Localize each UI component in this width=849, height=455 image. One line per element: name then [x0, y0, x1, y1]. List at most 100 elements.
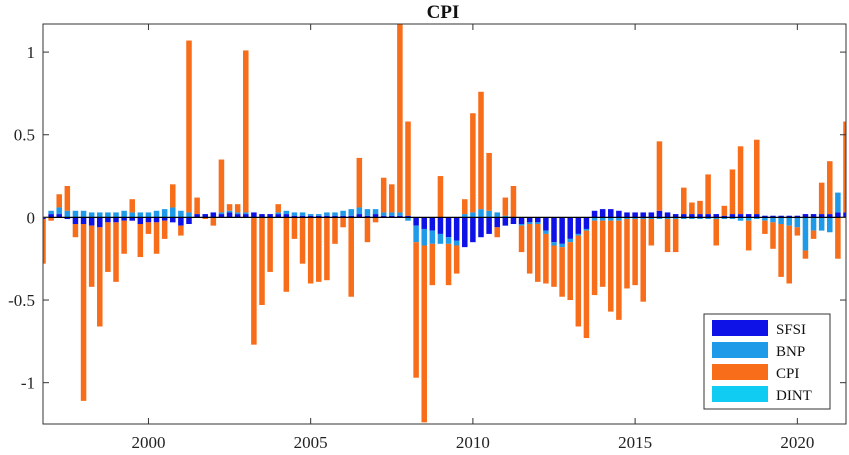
bar-bnp [786, 217, 792, 226]
bar-sfsi [389, 215, 395, 218]
bar-cpi [567, 242, 573, 301]
bar-bnp [356, 207, 363, 215]
bar-bnp [567, 238, 573, 243]
bar-cpi [226, 204, 233, 211]
bar-cpi [535, 224, 541, 282]
bar-bnp [551, 242, 557, 246]
bar-sfsi [80, 217, 87, 224]
bar-cpi [429, 243, 436, 286]
bar-cpi [364, 217, 371, 243]
bar-cpi [672, 219, 679, 253]
bar-cpi [551, 245, 557, 287]
bar-cpi [462, 199, 468, 215]
bar-bnp [291, 212, 298, 216]
bar-bnp [445, 237, 452, 244]
plot-frame [42, 23, 847, 425]
bar-bnp [502, 215, 509, 218]
bar-sfsi [97, 217, 103, 228]
bar-bnp [583, 228, 590, 231]
bar-sfsi [397, 215, 403, 218]
bar-sfsi [153, 217, 160, 223]
bar-cpi [624, 219, 630, 289]
bar-sfsi [843, 212, 846, 218]
bar-cpi [413, 242, 419, 378]
bar-sfsi [616, 210, 622, 218]
bar-sfsi [178, 217, 184, 226]
bar-bnp [486, 210, 492, 218]
bar-cpi [283, 217, 290, 292]
x-axis: 2000 2005 2010 2015 2020 [131, 24, 814, 452]
bar-bnp [656, 217, 663, 220]
bar-bnp [348, 209, 354, 216]
bar-bnp [494, 212, 500, 218]
bar-cpi [835, 217, 841, 259]
bar-sfsi [218, 214, 225, 218]
bar-sfsi [470, 217, 476, 243]
bar-sfsi [770, 215, 776, 218]
bar-bnp [307, 214, 314, 216]
bar-sfsi [802, 214, 809, 218]
bar-bnp [72, 210, 79, 218]
bar-sfsi [762, 215, 768, 218]
bar-sfsi [518, 217, 525, 224]
bar-bnp [608, 217, 614, 221]
bar-bnp [380, 212, 387, 216]
bar-bnp [664, 217, 671, 220]
bar-cpi [575, 235, 582, 327]
bar-cpi [786, 225, 792, 284]
bar-bnp [689, 217, 695, 220]
bar-cpi [770, 222, 776, 249]
bar-sfsi [681, 214, 687, 218]
bar-cpi [137, 224, 144, 258]
bar-bnp [543, 230, 549, 234]
bar-bnp [364, 209, 371, 216]
bar-cpi [648, 219, 655, 246]
bar-bnp [429, 230, 436, 244]
bar-bnp [810, 217, 817, 231]
bar-sfsi [689, 214, 695, 218]
bar-cpi [194, 197, 200, 215]
bar-sfsi [640, 212, 646, 218]
bar-sfsi [494, 217, 500, 228]
bar-cpi [656, 141, 663, 211]
x-tick-label: 2010 [456, 433, 490, 452]
bar-sfsi [251, 212, 257, 218]
bar-bnp [129, 212, 135, 218]
bar-cpi [153, 222, 160, 254]
bar-cpi [794, 227, 801, 236]
bar-cpi [818, 182, 825, 215]
bar-cpi [478, 91, 484, 210]
bar-sfsi [234, 214, 241, 218]
bar-sfsi [754, 214, 760, 218]
legend-swatch-dint [712, 386, 768, 402]
bar-cpi [307, 217, 314, 284]
bar-bnp [640, 217, 646, 220]
bar-cpi [48, 217, 54, 221]
bar-bnp [275, 212, 281, 215]
bar-sfsi [713, 214, 719, 218]
bar-sfsi [316, 215, 322, 218]
y-tick-label: -0.5 [8, 291, 35, 310]
bar-cpi [608, 220, 614, 312]
bar-sfsi [591, 210, 598, 218]
bar-bnp [234, 212, 241, 215]
bar-cpi [267, 217, 273, 272]
bar-cpi [291, 217, 298, 239]
bar-bnp [299, 212, 306, 216]
bar-cpi [632, 219, 638, 286]
bar-sfsi [275, 214, 281, 218]
bar-cpi [170, 184, 176, 208]
bar-sfsi [186, 217, 192, 224]
bar-bnp [316, 214, 322, 216]
legend-label-dint: DINT [776, 388, 812, 404]
bar-bnp [729, 217, 736, 220]
bar-bnp [575, 233, 582, 236]
bar-cpi [453, 245, 460, 274]
x-tick-label: 2020 [780, 433, 814, 452]
bar-bnp [818, 217, 825, 231]
bar-sfsi [332, 215, 338, 218]
bar-bnp [372, 209, 379, 215]
bar-cpi [64, 185, 71, 211]
bar-cpi [218, 159, 225, 213]
bar-sfsi [478, 217, 484, 238]
